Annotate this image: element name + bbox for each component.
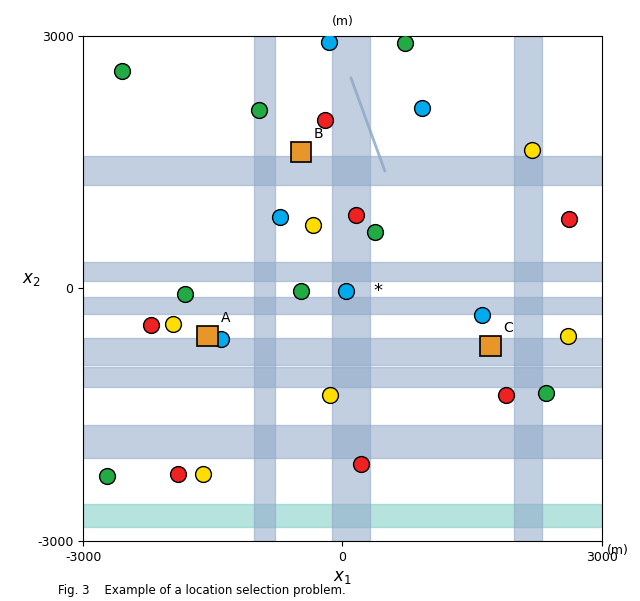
Point (564, 215, 574, 224)
Point (198, 469, 209, 479)
Y-axis label: $x_2$: $x_2$ (22, 270, 40, 288)
Text: B: B (314, 127, 323, 141)
Point (275, 212, 285, 222)
Bar (197, 326, 218, 346)
Text: C: C (503, 321, 513, 335)
Point (370, 227, 380, 237)
Point (216, 334, 227, 344)
Point (102, 471, 113, 481)
Point (296, 286, 306, 296)
Point (254, 105, 264, 115)
Text: (m): (m) (332, 15, 353, 28)
Point (477, 311, 488, 320)
Text: (m): (m) (607, 544, 629, 557)
Point (527, 145, 538, 154)
Point (399, 38, 410, 47)
Point (563, 332, 573, 341)
Bar (291, 142, 311, 162)
Text: Fig. 3    Example of a location selection problem.: Fig. 3 Example of a location selection p… (58, 584, 346, 597)
Point (541, 388, 552, 398)
Point (325, 391, 335, 400)
Point (173, 469, 183, 479)
Point (308, 220, 318, 230)
Point (168, 319, 178, 329)
Point (320, 115, 330, 125)
Point (324, 37, 335, 47)
Point (180, 288, 190, 298)
Bar (480, 335, 500, 356)
Text: *: * (373, 282, 382, 300)
Point (340, 286, 351, 296)
Point (417, 103, 427, 112)
Point (500, 391, 511, 400)
Point (117, 67, 127, 76)
Text: A: A (221, 311, 230, 325)
Point (145, 320, 156, 329)
X-axis label: $x_1$: $x_1$ (333, 568, 352, 586)
Point (355, 460, 365, 469)
Point (351, 210, 362, 220)
